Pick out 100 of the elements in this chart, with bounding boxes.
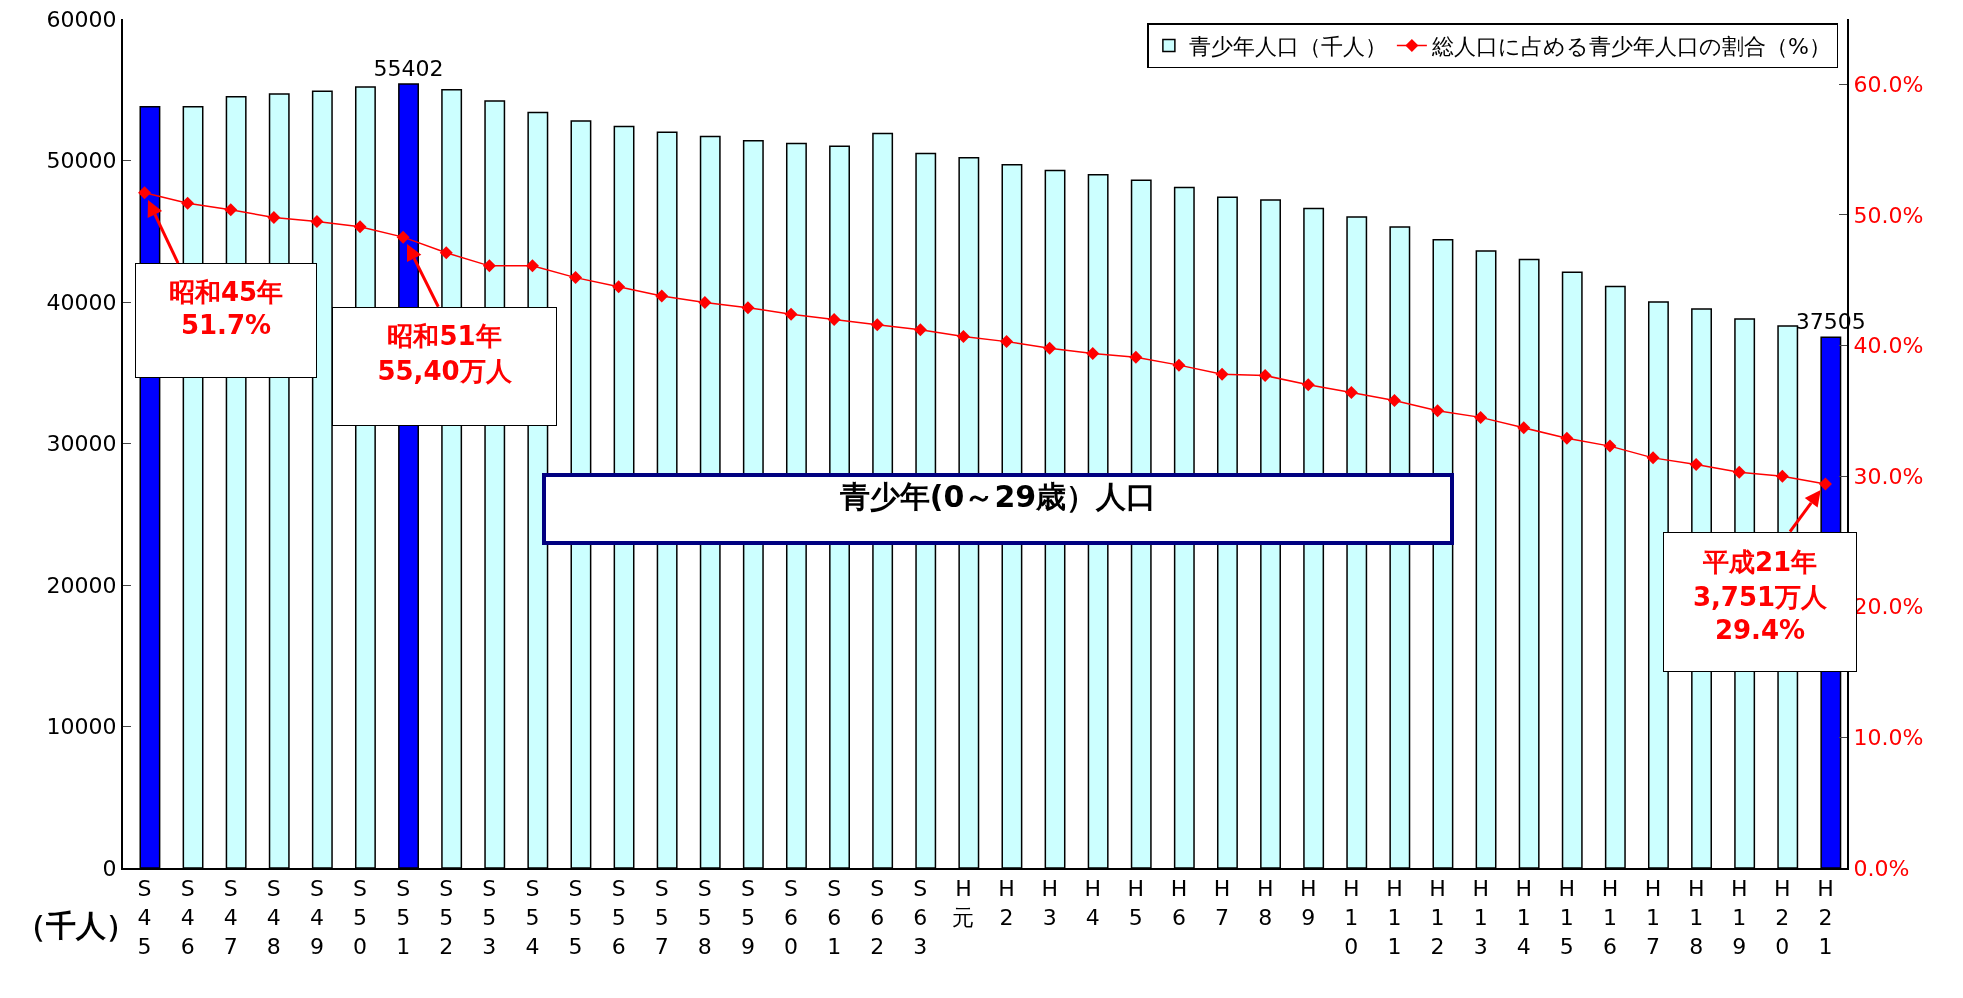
y2-tick-label: 50.0% <box>1853 202 1924 228</box>
point <box>1474 410 1488 424</box>
point <box>1172 358 1186 372</box>
x-tick-label: H13 <box>1472 876 1489 959</box>
x-tick-label: S62 <box>870 876 885 959</box>
x-tick-label: S61 <box>827 876 842 959</box>
point <box>741 301 755 315</box>
point <box>310 214 324 228</box>
legend-label: 青少年人口（千人） <box>1188 34 1387 60</box>
x-tick-label: H20 <box>1774 876 1791 959</box>
x-tick-label: H3 <box>1041 876 1058 930</box>
x-tick-label: S59 <box>740 876 755 959</box>
x-tick-label: S54 <box>525 876 540 959</box>
x-tick-label: S58 <box>697 876 712 959</box>
x-tick-label: S48 <box>266 876 281 959</box>
x-tick-label: H5 <box>1127 876 1145 930</box>
point <box>698 295 712 309</box>
point <box>1258 369 1272 383</box>
y-axis-title: （千人） <box>16 908 136 943</box>
point <box>827 312 841 326</box>
x-tick-label: H11 <box>1386 876 1403 959</box>
annotation: 平成21年 3,751万人 29.4% <box>1692 547 1828 645</box>
x-tick-label: S47 <box>223 876 238 959</box>
point <box>396 230 410 244</box>
point <box>1301 378 1315 392</box>
y-tick-label: 0 <box>102 855 117 881</box>
y-tick-label: 60000 <box>46 6 117 32</box>
x-tick-label: H10 <box>1343 876 1360 959</box>
point <box>1603 439 1617 453</box>
x-tick-label: S55 <box>568 876 583 959</box>
x-tick-label: S57 <box>654 876 669 959</box>
point <box>482 259 496 273</box>
point <box>1517 421 1531 435</box>
x-tick-label: H17 <box>1644 876 1662 959</box>
x-tick-label: H7 <box>1213 876 1231 930</box>
point <box>870 318 884 332</box>
y2-tick-label: 30.0% <box>1853 463 1924 489</box>
point <box>612 280 626 294</box>
x-tick-label: H12 <box>1429 876 1446 959</box>
x-tick-label: S46 <box>180 876 195 959</box>
data-label: 55402 <box>373 56 444 82</box>
x-tick-label: H15 <box>1558 876 1576 959</box>
point <box>913 323 927 337</box>
x-tick-label: H4 <box>1084 876 1102 930</box>
text: 青少年(0～29歳）人口 <box>839 479 1157 514</box>
y2-tick-label: 60.0% <box>1853 72 1924 98</box>
point <box>784 307 798 321</box>
x-tick-label: H19 <box>1730 876 1748 959</box>
x-tick-label: S52 <box>439 876 454 959</box>
y-tick-label: 20000 <box>46 572 117 598</box>
point <box>569 271 583 285</box>
x-tick-label: S50 <box>353 876 368 959</box>
x-tick-label: H18 <box>1687 876 1705 959</box>
annotation: 昭和45年 51.7% <box>168 277 284 340</box>
point <box>956 329 970 343</box>
x-tick-label: H9 <box>1299 876 1317 930</box>
y2-tick-label: 40.0% <box>1853 333 1924 359</box>
point <box>267 211 281 225</box>
x-tick-label: S53 <box>482 876 497 959</box>
x-tick-label: H16 <box>1601 876 1619 959</box>
point <box>138 186 152 200</box>
point <box>1344 386 1358 400</box>
point <box>224 203 238 217</box>
point <box>439 246 453 260</box>
y-tick-label: 50000 <box>46 148 117 174</box>
point <box>1431 404 1445 418</box>
x-tick-label: H6 <box>1170 876 1188 930</box>
x-tick-label: S51 <box>396 876 411 959</box>
legend-label: 総人口に占める青少年人口の割合（%） <box>1430 34 1831 60</box>
point <box>1000 335 1014 349</box>
point <box>525 259 539 273</box>
annotation: 昭和51年 55,40万人 <box>377 321 512 386</box>
x-tick-label: S49 <box>309 876 324 959</box>
y2-tick-label: 10.0% <box>1853 725 1924 751</box>
point <box>1043 341 1057 355</box>
x-tick-label: H14 <box>1515 876 1533 959</box>
x-tick-label: S60 <box>784 876 799 959</box>
y2-tick-label: 0.0% <box>1853 855 1910 881</box>
y-tick-label: 40000 <box>46 289 117 315</box>
point <box>1818 477 1832 491</box>
x-tick-label: H元 <box>952 876 975 930</box>
point <box>353 220 367 234</box>
point <box>181 196 195 210</box>
point <box>1086 346 1100 360</box>
point <box>1646 451 1660 465</box>
y-tick-label: 30000 <box>46 431 117 457</box>
point <box>1689 457 1703 471</box>
point <box>1560 431 1574 445</box>
x-tick-label: S45 <box>137 876 152 959</box>
point <box>1215 367 1229 381</box>
point <box>655 289 669 303</box>
x-tick-label: S56 <box>611 876 626 959</box>
x-tick-label: H21 <box>1817 876 1834 959</box>
y2-tick-label: 20.0% <box>1853 594 1924 620</box>
x-tick-label: H8 <box>1256 876 1274 930</box>
y-tick-label: 10000 <box>46 714 117 740</box>
point <box>1732 465 1746 479</box>
point <box>1775 469 1789 483</box>
x-tick-label: H2 <box>998 876 1015 930</box>
point <box>1129 350 1143 364</box>
